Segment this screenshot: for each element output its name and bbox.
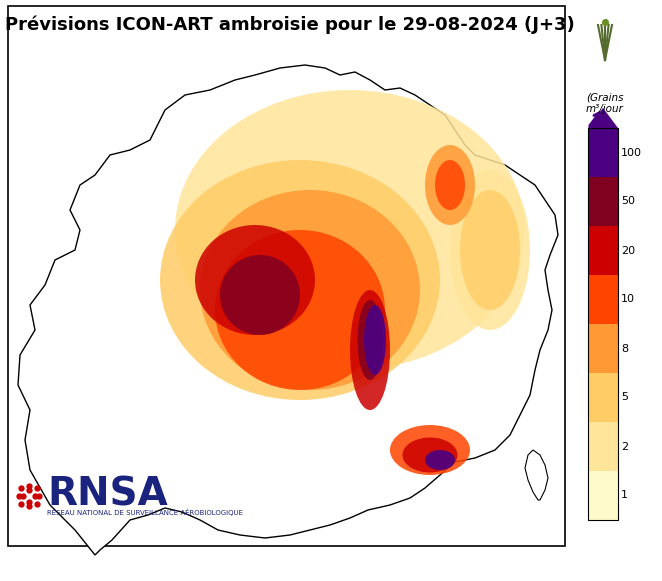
- Ellipse shape: [425, 450, 455, 470]
- Bar: [588, 471, 618, 520]
- Bar: [8, 6, 565, 546]
- Bar: [588, 373, 618, 422]
- Ellipse shape: [390, 425, 470, 475]
- Text: m³/jour: m³/jour: [586, 104, 624, 114]
- Ellipse shape: [175, 90, 525, 370]
- Ellipse shape: [195, 225, 315, 335]
- Text: 5: 5: [621, 393, 628, 403]
- Text: 1: 1: [621, 490, 628, 500]
- Text: Prévisions ICON-ART ambroisie pour le 29-08-2024 (J+3): Prévisions ICON-ART ambroisie pour le 29…: [5, 15, 575, 34]
- Ellipse shape: [450, 170, 530, 330]
- Ellipse shape: [364, 305, 386, 375]
- Ellipse shape: [402, 437, 457, 472]
- Text: 100: 100: [621, 148, 642, 157]
- Ellipse shape: [350, 290, 390, 410]
- Text: RÉSEAU NATIONAL DE SURVEILLANCE AÉROBIOLOGIQUE: RÉSEAU NATIONAL DE SURVEILLANCE AÉROBIOL…: [47, 508, 243, 515]
- Bar: [588, 226, 618, 275]
- Text: 10: 10: [621, 295, 635, 304]
- Bar: [588, 324, 618, 373]
- Ellipse shape: [425, 145, 475, 225]
- Bar: [588, 128, 618, 177]
- Bar: [588, 275, 618, 324]
- Ellipse shape: [160, 160, 440, 400]
- Polygon shape: [18, 65, 558, 555]
- Ellipse shape: [435, 160, 465, 210]
- Ellipse shape: [215, 230, 385, 390]
- Polygon shape: [525, 450, 548, 500]
- Ellipse shape: [200, 190, 420, 390]
- Text: RNSA: RNSA: [47, 476, 167, 514]
- Text: 20: 20: [621, 246, 635, 256]
- Ellipse shape: [460, 190, 520, 310]
- Text: 2: 2: [621, 442, 628, 451]
- Polygon shape: [588, 108, 618, 128]
- Bar: [588, 422, 618, 471]
- Bar: [588, 177, 618, 226]
- Ellipse shape: [220, 255, 300, 335]
- Bar: [588, 128, 618, 520]
- Text: 50: 50: [621, 196, 635, 206]
- Ellipse shape: [357, 300, 383, 380]
- Text: 8: 8: [621, 343, 628, 353]
- Text: (Grains: (Grains: [586, 93, 624, 103]
